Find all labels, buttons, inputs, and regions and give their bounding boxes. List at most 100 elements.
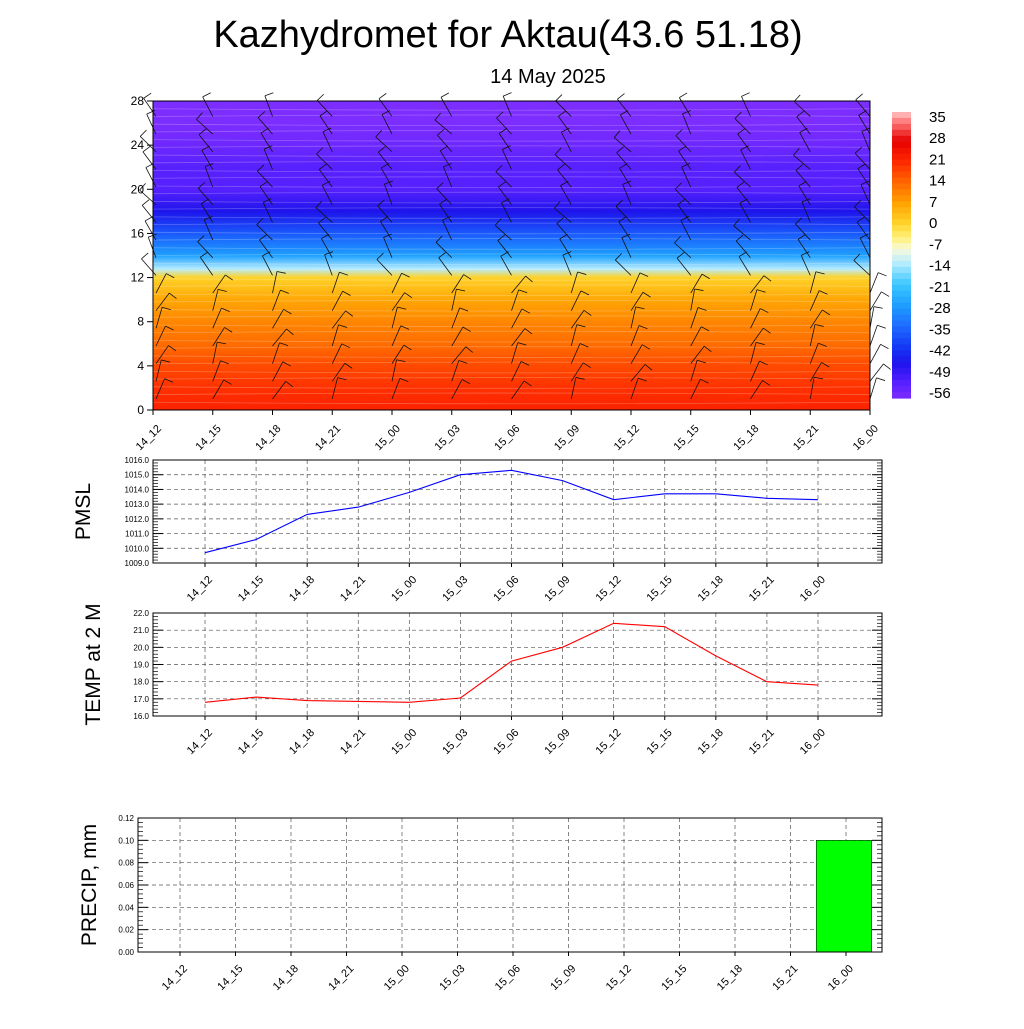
wind-barb-shaft	[331, 272, 340, 294]
wind-barb-flag	[857, 163, 866, 170]
wind-barb-flag	[525, 275, 533, 283]
heatmap-contour	[152, 324, 871, 327]
wind-barb-shaft	[734, 171, 751, 188]
wind-barb-flag	[615, 253, 622, 261]
heatmap-contour	[152, 386, 871, 389]
wind-barb-shaft	[511, 308, 523, 329]
wind-barb-flag	[557, 163, 565, 171]
wind-barb-shaft	[739, 202, 751, 223]
colorbar-swatch	[892, 332, 911, 340]
heatmap-contour	[152, 108, 871, 111]
wind-barb-shaft	[451, 326, 464, 347]
wind-barb-shaft	[741, 96, 751, 117]
wind-barb-flag	[562, 251, 572, 256]
colorbar-swatch	[892, 237, 911, 244]
wind-barb-shaft	[809, 343, 819, 364]
wind-barb-flag	[582, 362, 591, 369]
wind-barb-shaft	[378, 98, 393, 117]
wind-barb-flag	[755, 341, 765, 346]
heatmap-contour	[152, 361, 871, 365]
wind-barb-shaft	[497, 240, 512, 258]
wind-barb-shaft	[858, 115, 871, 135]
wind-barb-shaft	[212, 307, 222, 329]
xtick-label: 14_18	[287, 574, 317, 604]
heatmap-ytick-label: 4	[137, 359, 144, 373]
wind-barb-shaft	[630, 306, 637, 329]
xtick-label: 15_03	[440, 574, 470, 604]
wind-barb-shaft	[155, 273, 167, 294]
wind-barb-shaft	[451, 274, 465, 294]
xtick-label: 15_21	[747, 574, 777, 604]
panel-frame	[152, 612, 883, 717]
xtick-label: 16_00	[798, 574, 828, 604]
wind-barb-flag	[555, 94, 563, 102]
wind-barb-shaft	[391, 292, 405, 311]
xtick-label: 14_12	[160, 963, 190, 993]
wind-barb-flag	[877, 324, 886, 329]
wind-barb-flag	[798, 180, 807, 187]
wind-barb-shaft	[315, 207, 333, 223]
colorbar-swatch	[892, 153, 911, 161]
xtick-label: 15_15	[645, 574, 675, 604]
wind-barb-flag	[855, 93, 863, 100]
wind-barb-flag	[801, 198, 811, 203]
wind-barb-shaft	[856, 221, 871, 241]
wind-barb-flag	[740, 145, 749, 151]
heatmap-contour	[152, 377, 871, 380]
wind-barb-shaft	[630, 344, 643, 364]
wind-barb-shaft	[146, 113, 157, 135]
wind-barb-flag	[139, 183, 146, 191]
wind-barb-flag	[463, 274, 472, 280]
wind-barb-shaft	[675, 135, 692, 153]
wind-barb-shaft	[511, 328, 526, 347]
xtick-label: 15_18	[715, 963, 745, 993]
wind-barb-flag	[223, 379, 232, 385]
wind-barb-flag	[521, 308, 531, 314]
colorbar-swatch	[892, 249, 911, 256]
colorbar-label: -35	[929, 321, 951, 338]
wind-barb-shaft	[391, 325, 402, 347]
colorbar-label: -42	[929, 343, 951, 360]
wind-barb-flag	[795, 164, 804, 171]
xtick-label: 14_15	[215, 963, 245, 993]
wind-barb-shaft	[677, 204, 692, 223]
wind-barb-shaft	[324, 254, 333, 276]
xtick-label: 14_21	[326, 963, 356, 993]
colorbar-swatch	[892, 129, 911, 137]
colorbar-swatch	[892, 213, 911, 220]
wind-barb-flag	[577, 271, 587, 275]
wind-barb-shaft	[690, 345, 705, 364]
wind-barb-shaft	[381, 114, 393, 135]
wind-barb-flag	[819, 290, 828, 295]
wind-barb-flag	[674, 182, 682, 190]
heatmap-contour	[152, 284, 871, 287]
wind-barb-shaft	[853, 260, 871, 276]
heatmap-panel: 0 4 8 12 16 20 24 28 14_12 14_15 14_18 14_21 15_00 15…	[131, 92, 891, 453]
wind-barb-flag	[556, 217, 564, 224]
panel-bg	[153, 460, 882, 563]
wind-barb-shaft	[674, 188, 692, 206]
wind-barb-flag	[276, 271, 286, 274]
colorbar-swatch	[892, 165, 911, 173]
wind-barb-shaft	[437, 134, 453, 153]
wind-barb-flag	[622, 180, 632, 185]
xtick-label: 14_18	[287, 727, 317, 757]
colorbar-swatch	[892, 243, 911, 250]
wind-barb-shaft	[199, 256, 214, 276]
wind-barb-shaft	[690, 288, 695, 311]
wind-barb-shaft	[809, 290, 820, 311]
heatmap-contour	[152, 222, 871, 225]
wind-barb-flag	[204, 215, 213, 221]
heatmap-contour	[152, 247, 871, 250]
wind-barb-flag	[676, 252, 685, 259]
wind-barb-shaft	[436, 188, 453, 206]
wind-barb-flag	[319, 110, 328, 117]
wind-barb-flag	[378, 93, 387, 100]
xtick-label: 15_09	[542, 574, 572, 604]
wind-barb-shaft	[557, 169, 572, 188]
wind-barb-flag	[861, 127, 871, 132]
heatmap-ytick-label: 8	[137, 315, 144, 329]
wind-barb-flag	[756, 289, 766, 293]
wind-barb-shaft	[500, 256, 512, 276]
wind-barb-flag	[524, 328, 533, 335]
